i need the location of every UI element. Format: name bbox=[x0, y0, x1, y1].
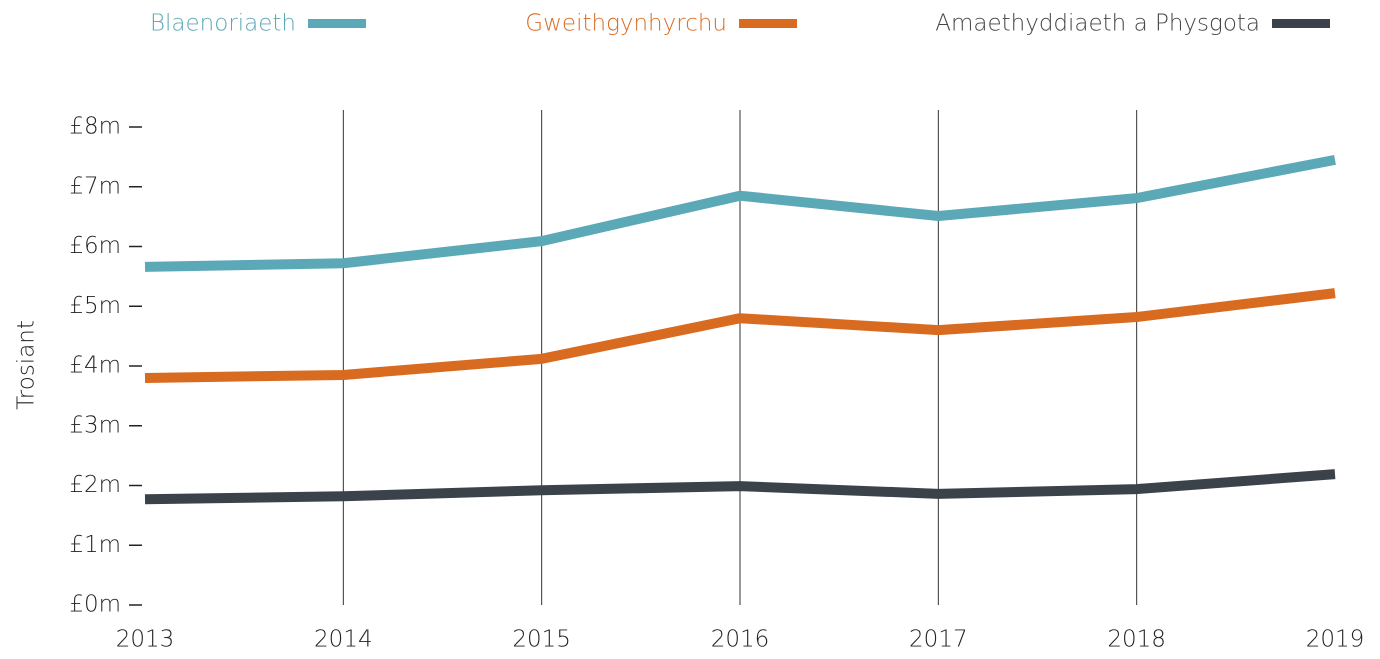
legend-swatch bbox=[1272, 19, 1330, 28]
legend-label: Gweithgynhyrchu bbox=[525, 11, 727, 37]
x-tick-label: 2016 bbox=[711, 627, 770, 653]
y-tick-label: £5m bbox=[69, 293, 121, 319]
x-tick-label: 2013 bbox=[116, 627, 175, 653]
x-tick-label: 2015 bbox=[512, 627, 571, 653]
legend-swatch bbox=[308, 19, 366, 28]
y-tick-label: £6m bbox=[69, 233, 121, 259]
y-tick-label: £3m bbox=[69, 412, 121, 438]
y-tick-label: £7m bbox=[69, 173, 121, 199]
legend-label: Blaenoriaeth bbox=[150, 11, 296, 37]
legend-label: Amaethyddiaeth a Physgota bbox=[935, 11, 1260, 37]
x-tick-label: 2017 bbox=[909, 627, 968, 653]
series-line bbox=[144, 288, 1336, 383]
x-tick-label: 2014 bbox=[314, 627, 373, 653]
series-line bbox=[144, 469, 1336, 505]
series-line bbox=[144, 154, 1336, 272]
x-tick-label: 2019 bbox=[1306, 627, 1365, 653]
y-tick-label: £1m bbox=[69, 532, 121, 558]
y-tick-label: £8m bbox=[69, 114, 121, 140]
x-tick-label: 2018 bbox=[1107, 627, 1166, 653]
y-tick-label: £0m bbox=[69, 592, 121, 618]
y-tick-label: £4m bbox=[69, 353, 121, 379]
y-axis-label: Trosiant bbox=[14, 320, 40, 410]
legend-swatch bbox=[739, 19, 797, 28]
y-tick-label: £2m bbox=[69, 472, 121, 498]
